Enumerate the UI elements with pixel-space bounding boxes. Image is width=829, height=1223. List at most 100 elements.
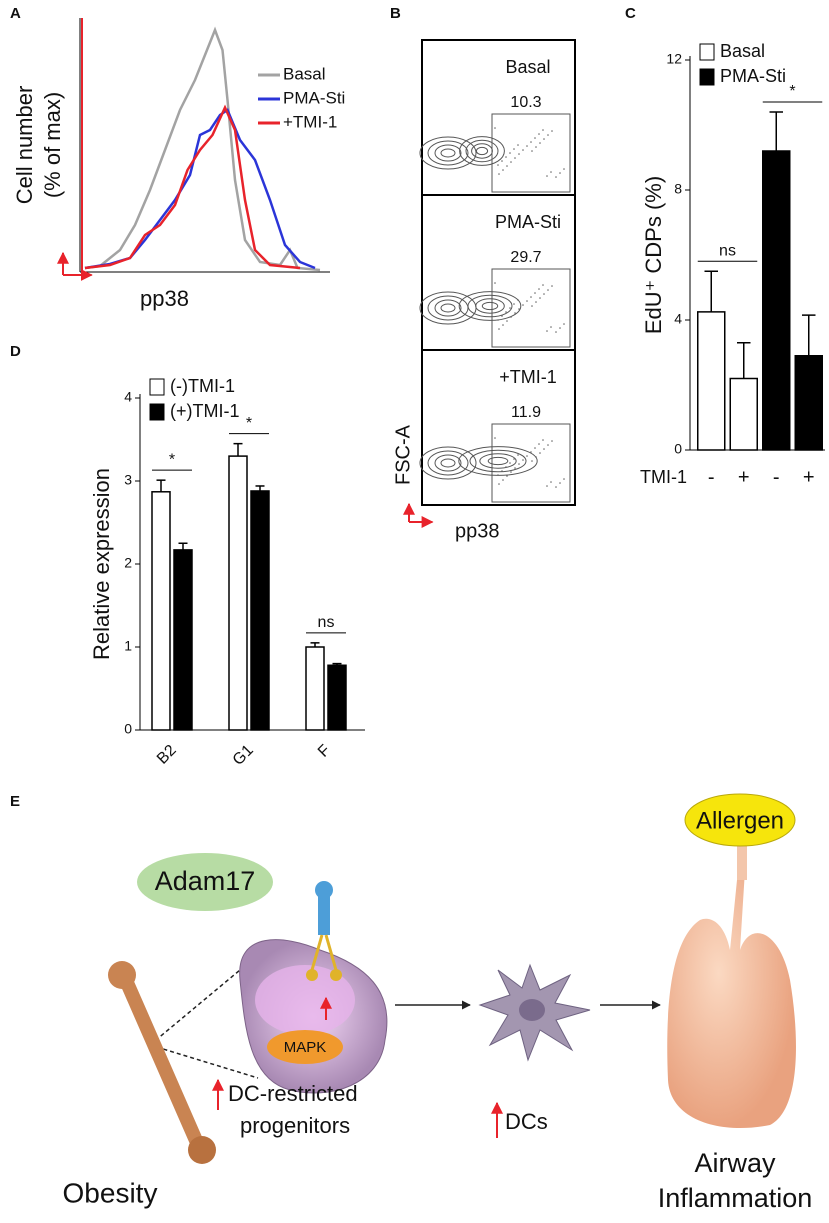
y-tick-label: 3 bbox=[124, 472, 132, 488]
event-dot bbox=[538, 443, 540, 445]
progenitors-label: progenitors bbox=[240, 1113, 350, 1138]
flow-plot-title: +TMI-1 bbox=[499, 367, 557, 387]
bar bbox=[762, 150, 791, 451]
bar bbox=[729, 377, 758, 451]
series-line bbox=[84, 108, 316, 270]
x-tick-label: - bbox=[708, 466, 715, 488]
x-tick-label: F bbox=[315, 742, 334, 761]
event-dot bbox=[501, 470, 503, 472]
event-dot bbox=[506, 475, 508, 477]
panel-label: D bbox=[10, 343, 21, 360]
event-dot bbox=[550, 171, 552, 173]
event-dot bbox=[555, 486, 557, 488]
event-dot bbox=[534, 447, 536, 449]
contour bbox=[427, 140, 469, 166]
outcome-label: Inflammation bbox=[658, 1183, 813, 1213]
event-dot bbox=[551, 440, 553, 442]
event-dot bbox=[518, 308, 520, 310]
event-dot bbox=[517, 144, 519, 146]
event-dot bbox=[559, 172, 561, 174]
event-dot bbox=[543, 448, 545, 450]
obesity-label: Obesity bbox=[63, 1177, 158, 1208]
x-tick-label: + bbox=[738, 466, 750, 488]
x-axis-label: pp38 bbox=[140, 286, 189, 311]
event-dot bbox=[550, 481, 552, 483]
flow-plot-frame bbox=[421, 39, 576, 196]
event-dot bbox=[522, 459, 524, 461]
event-dot bbox=[546, 175, 548, 177]
event-dot bbox=[530, 141, 532, 143]
gate-value: 29.7 bbox=[510, 249, 541, 266]
event-dot bbox=[539, 142, 541, 144]
bar bbox=[151, 491, 171, 731]
y-tick-label: 2 bbox=[124, 555, 132, 571]
event-dot bbox=[498, 483, 500, 485]
contour bbox=[440, 458, 456, 468]
event-dot bbox=[531, 460, 533, 462]
event-dot bbox=[509, 307, 511, 309]
event-dot bbox=[522, 149, 524, 151]
event-dot bbox=[530, 296, 532, 298]
bar bbox=[228, 455, 248, 731]
panel-label: C bbox=[625, 5, 636, 22]
event-dot bbox=[539, 297, 541, 299]
event-dot bbox=[542, 129, 544, 131]
event-dot bbox=[563, 168, 565, 170]
annotation: * bbox=[246, 415, 252, 432]
event-dot bbox=[497, 319, 499, 321]
gate-value: 11.9 bbox=[511, 404, 541, 421]
event-dot bbox=[555, 176, 557, 178]
contour bbox=[440, 303, 456, 313]
event-dot bbox=[522, 304, 524, 306]
event-dot bbox=[559, 327, 561, 329]
event-dot bbox=[538, 133, 540, 135]
event-dot bbox=[506, 320, 508, 322]
event-dot bbox=[514, 157, 516, 159]
contour bbox=[458, 291, 522, 321]
event-dot bbox=[513, 303, 515, 305]
bar bbox=[327, 664, 347, 731]
y-axis-label: FSC-A bbox=[392, 424, 414, 485]
contour bbox=[434, 454, 462, 472]
panel-label: B bbox=[390, 5, 401, 22]
event-dot bbox=[494, 282, 496, 284]
y-tick-label: 1 bbox=[124, 638, 132, 654]
event-dot bbox=[526, 455, 528, 457]
gate bbox=[491, 268, 571, 348]
bar bbox=[697, 311, 726, 451]
event-dot bbox=[498, 173, 500, 175]
contour bbox=[434, 299, 462, 317]
event-dot bbox=[543, 138, 545, 140]
event-dot bbox=[546, 485, 548, 487]
event-dot bbox=[530, 451, 532, 453]
adam17-label: Adam17 bbox=[155, 866, 256, 896]
y-tick-label: 4 bbox=[124, 389, 132, 405]
event-dot bbox=[510, 316, 512, 318]
event-dot bbox=[538, 288, 540, 290]
contour bbox=[475, 298, 505, 314]
legend-swatch bbox=[699, 43, 715, 61]
legend-label: (+)TMI-1 bbox=[170, 401, 240, 421]
flow-plot-frame bbox=[421, 349, 576, 506]
allergen-label: Allergen bbox=[696, 807, 784, 834]
event-dot bbox=[498, 328, 500, 330]
contour bbox=[440, 148, 456, 158]
event-dot bbox=[505, 311, 507, 313]
event-dot bbox=[526, 300, 528, 302]
event-dot bbox=[542, 439, 544, 441]
bar bbox=[794, 355, 823, 451]
event-dot bbox=[517, 299, 519, 301]
legend-swatch bbox=[699, 68, 715, 86]
y-tick-label: 0 bbox=[674, 441, 682, 457]
event-dot bbox=[501, 315, 503, 317]
flow-plot-title: Basal bbox=[505, 57, 550, 77]
event-dot bbox=[497, 164, 499, 166]
event-dot bbox=[547, 289, 549, 291]
annotation: * bbox=[789, 83, 795, 100]
event-dot bbox=[547, 134, 549, 136]
panel-label: A bbox=[10, 5, 21, 22]
event-dot bbox=[531, 305, 533, 307]
event-dot bbox=[555, 331, 557, 333]
event-dot bbox=[546, 330, 548, 332]
event-dot bbox=[505, 156, 507, 158]
